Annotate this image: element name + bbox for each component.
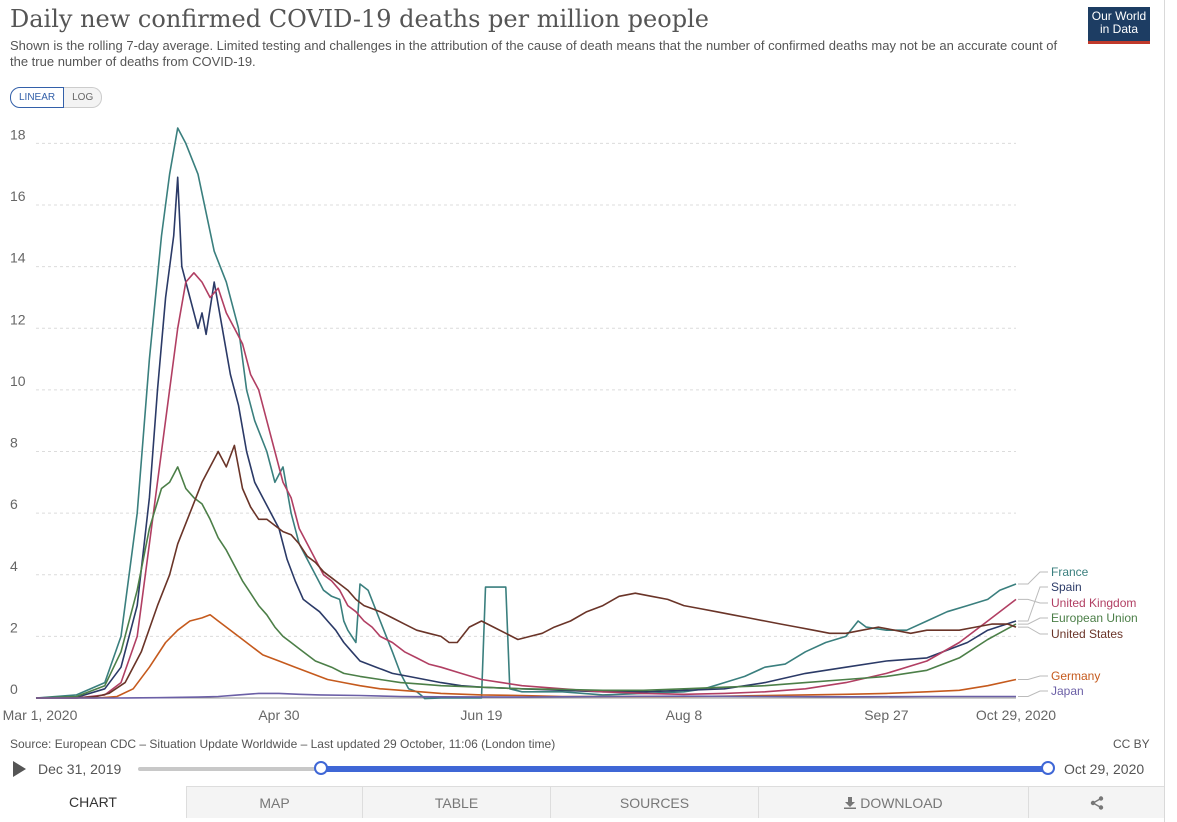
y-tick-label: 16 [10,188,26,204]
timeline-selected-range [321,766,1048,772]
tab-download[interactable]: DOWNLOAD [758,786,1028,818]
legend-connector [1018,690,1048,697]
tab-download-label: DOWNLOAD [860,795,943,811]
tab-table[interactable]: TABLE [362,786,550,818]
legend-label[interactable]: Germany [1051,669,1100,683]
y-tick-label: 4 [10,558,18,574]
license-link[interactable]: CC BY [1113,737,1150,751]
legend-label[interactable]: Spain [1051,580,1082,594]
legend-label[interactable]: Japan [1051,684,1084,698]
legend-label[interactable]: United Kingdom [1051,596,1136,610]
series-lines [35,127,1017,700]
y-tick-label: 0 [10,681,18,697]
x-tick-label: Oct 29, 2020 [976,707,1056,723]
y-axis-ticks: 0 2 4 6 8 10 12 14 16 18 [10,126,26,697]
tab-map[interactable]: MAP [186,786,362,818]
x-tick-label: Mar 1, 2020 [3,707,78,723]
x-tick-label: Sep 27 [864,707,909,723]
legend-connector [1018,571,1048,585]
timeline-end-label: Oct 29, 2020 [1064,761,1145,777]
legend-label[interactable]: European Union [1051,611,1138,625]
x-tick-label: Jun 19 [460,707,502,723]
legend-label[interactable]: France [1051,565,1089,579]
linear-scale-button[interactable]: LINEAR [10,87,65,108]
timeline-start-label: Dec 31, 2019 [38,761,122,777]
legend-connector [1018,675,1048,680]
scale-toggle: LINEAR LOG [10,87,103,108]
series-line-japan[interactable] [36,692,1016,699]
gridlines [36,142,1016,699]
timeline-start-handle[interactable] [314,761,328,775]
legend-label[interactable]: United States [1051,627,1123,641]
series-line-united-kingdom[interactable] [36,272,1017,699]
y-tick-label: 12 [10,311,26,327]
y-tick-label: 2 [10,619,18,635]
series-line-france[interactable] [35,127,1017,700]
source-note: Source: European CDC – Situation Update … [10,737,556,751]
legend-connector [1018,598,1048,604]
x-tick-label: Apr 30 [258,707,299,723]
series-line-germany[interactable] [36,614,1017,699]
logo-line-1: Our World [1091,9,1147,23]
x-tick-label: Aug 8 [666,707,703,723]
chart-subtitle: Shown is the rolling 7-day average. Limi… [10,38,1058,69]
y-tick-label: 8 [10,435,18,451]
series-line-united-states[interactable] [36,444,1017,699]
timeline-end-handle[interactable] [1041,761,1055,775]
series-line-european-union[interactable] [35,466,1017,699]
play-icon[interactable] [13,761,26,777]
tab-chart[interactable]: CHART [0,786,186,818]
y-tick-label: 10 [10,373,26,389]
series-line-spain[interactable] [35,176,1017,699]
legend-connector [1018,586,1048,622]
tab-bar: CHART MAP TABLE SOURCES DOWNLOAD [0,786,1164,822]
timeline: Dec 31, 2019 Oct 29, 2020 [0,755,1164,783]
owid-logo[interactable]: Our World in Data [1088,7,1150,44]
y-tick-label: 18 [10,126,26,142]
chart-title: Daily new confirmed COVID-19 deaths per … [10,5,709,33]
legend-connector [1018,626,1048,635]
log-scale-button[interactable]: LOG [64,87,103,108]
tab-share[interactable] [1028,786,1164,818]
x-axis-ticks: Mar 1, 2020 Apr 30 Jun 19 Aug 8 Sep 27 Oct 29… [3,707,1057,723]
y-tick-label: 14 [10,250,26,266]
legend-connector [1018,617,1048,625]
tab-sources[interactable]: SOURCES [550,786,758,818]
y-tick-label: 6 [10,496,18,512]
line-chart: 0 2 4 6 8 10 12 14 16 18 Mar 1, 2020 Apr 30 Jun 19 A… [3,126,1138,723]
logo-line-2: in Data [1099,22,1139,36]
download-icon [844,797,857,809]
share-icon [1090,796,1103,810]
